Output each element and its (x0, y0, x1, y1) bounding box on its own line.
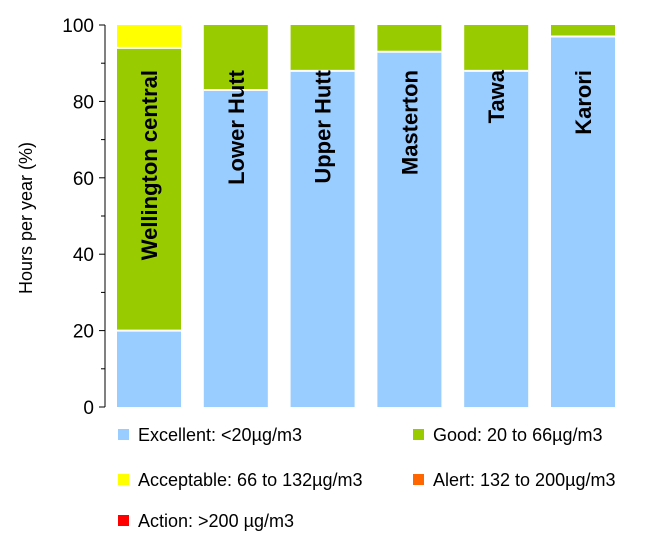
legend-label: Good: 20 to 66µg/m3 (433, 425, 602, 445)
y-tick-label: 20 (73, 322, 94, 343)
bar-segment (464, 25, 529, 71)
legend-label: Excellent: <20µg/m3 (138, 425, 302, 445)
bar-segment (117, 25, 181, 48)
bar-segment (290, 25, 355, 71)
bar-segment (117, 47, 181, 331)
legend-swatch (118, 429, 129, 440)
legend-swatch (118, 474, 129, 485)
legend-label: Alert: 132 to 200µg/m3 (433, 470, 615, 490)
bar-segment (551, 36, 615, 408)
bar-category-label: Upper Hutt (311, 69, 336, 183)
legend-swatch (413, 429, 424, 440)
bar-category-label: Masterton (397, 70, 422, 175)
bars (117, 25, 615, 408)
y-tick-label: 0 (83, 398, 94, 419)
legend-swatch (413, 474, 424, 485)
legend-label: Action: >200 µg/m3 (138, 511, 294, 531)
bar-category-label: Tawa (484, 69, 509, 123)
y-tick-label: 100 (62, 16, 94, 37)
y-axis: 0 20 40 60 80 100 (62, 16, 106, 419)
y-axis-title: Hours per year (%) (16, 142, 36, 294)
bar-segment (203, 25, 268, 90)
bar-segment (117, 330, 181, 407)
legend: Excellent: <20µg/m3 Good: 20 to 66µg/m3 Ac… (118, 425, 615, 531)
y-tick-label: 60 (73, 169, 94, 190)
bar-category-label: Karori (571, 70, 596, 135)
bar-category-label: Lower Hutt (224, 69, 249, 185)
bar-segment (203, 89, 268, 407)
bar-segment (377, 51, 442, 408)
y-tick-label: 80 (73, 92, 94, 113)
bar-segment (377, 25, 442, 52)
y-tick-label: 40 (73, 245, 94, 266)
legend-label: Acceptable: 66 to 132µg/m3 (138, 470, 363, 490)
bar-segment (290, 70, 355, 407)
bar-category-label: Wellington central (137, 70, 162, 260)
bar-category-labels: Wellington central Lower Hutt Upper Hutt Ma… (137, 69, 596, 260)
bar-segment (464, 70, 529, 407)
legend-swatch (118, 515, 129, 526)
bar-segment (551, 25, 615, 37)
